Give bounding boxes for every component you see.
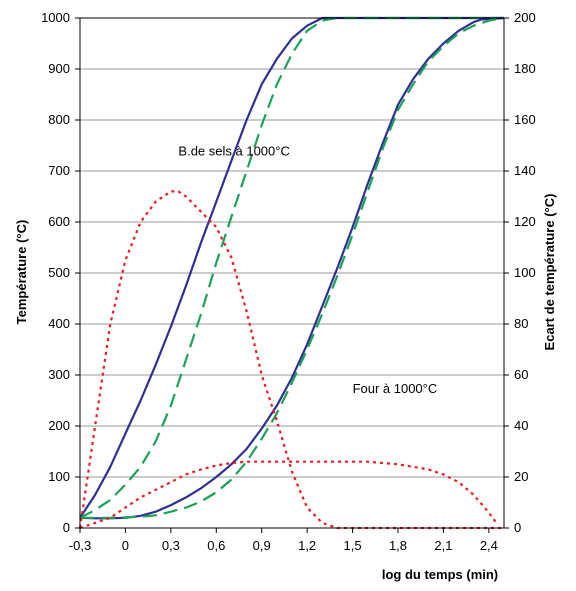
gridlines (80, 17, 504, 529)
y-tick-label: 300 (48, 367, 70, 382)
y2-tick-label: 200 (514, 10, 536, 25)
y-tick-label: 900 (48, 61, 70, 76)
x-tick-label: 1,5 (344, 538, 362, 553)
annotation-label-1: B.de sels à 1000°C (178, 144, 289, 159)
y2-tick-label: 40 (514, 418, 528, 433)
y2-tick-label: 20 (514, 469, 528, 484)
y-tick-label: 500 (48, 265, 70, 280)
y-tick-label: 600 (48, 214, 70, 229)
y-tick-label: 100 (48, 469, 70, 484)
x-tick-label: 2,1 (434, 538, 452, 553)
x-tick-label: 2,4 (480, 538, 498, 553)
series-line-3 (79, 16, 505, 520)
y2-tick-label: 60 (514, 367, 528, 382)
x-axis-title: log du temps (min) (382, 567, 498, 582)
y-tick-label: 200 (48, 418, 70, 433)
y-axis-left: 0 100 200 300 400 500 600 700 800 900 1000 (41, 10, 80, 535)
y-axis-title: Température (°C) (14, 220, 29, 325)
x-tick-label: 0,6 (207, 538, 225, 553)
annotation-label-2: Four à 1000°C (353, 381, 438, 396)
y2-tick-label: 140 (514, 163, 536, 178)
x-tick-label: 0 (122, 538, 129, 553)
x-axis: -0,3 0 0,3 0,6 0,9 1,2 1,5 1,8 2,1 2,4 (69, 528, 498, 553)
y-tick-label: 400 (48, 316, 70, 331)
series-line-4 (80, 16, 505, 519)
y2-tick-label: 0 (514, 520, 521, 535)
y2-tick-label: 80 (514, 316, 528, 331)
y-tick-label: 800 (48, 112, 70, 127)
y2-tick-label: 120 (514, 214, 536, 229)
x-tick-label: 1,2 (298, 538, 316, 553)
y2-tick-label: 180 (514, 61, 536, 76)
series-layer (78, 16, 505, 530)
y2-axis-title: Ecart de température (°C) (542, 194, 557, 351)
annotations: B.de sels à 1000°C Four à 1000°C (178, 144, 437, 396)
y-axis-right: 0 20 40 60 80 100 120 140 160 180 200 (504, 10, 536, 535)
x-tick-label: 1,8 (389, 538, 407, 553)
series-line-5 (78, 190, 504, 530)
y2-tick-label: 160 (514, 112, 536, 127)
y-tick-label: 700 (48, 163, 70, 178)
y-tick-label: 1000 (41, 10, 70, 25)
series-line-6 (79, 460, 498, 530)
x-tick-label: 0,3 (162, 538, 180, 553)
series-line-1 (79, 16, 504, 519)
y-tick-label: 0 (63, 520, 70, 535)
x-tick-label: 0,9 (253, 538, 271, 553)
series-line-2 (79, 16, 504, 519)
x-tick-label: -0,3 (69, 538, 91, 553)
y2-tick-label: 100 (514, 265, 536, 280)
